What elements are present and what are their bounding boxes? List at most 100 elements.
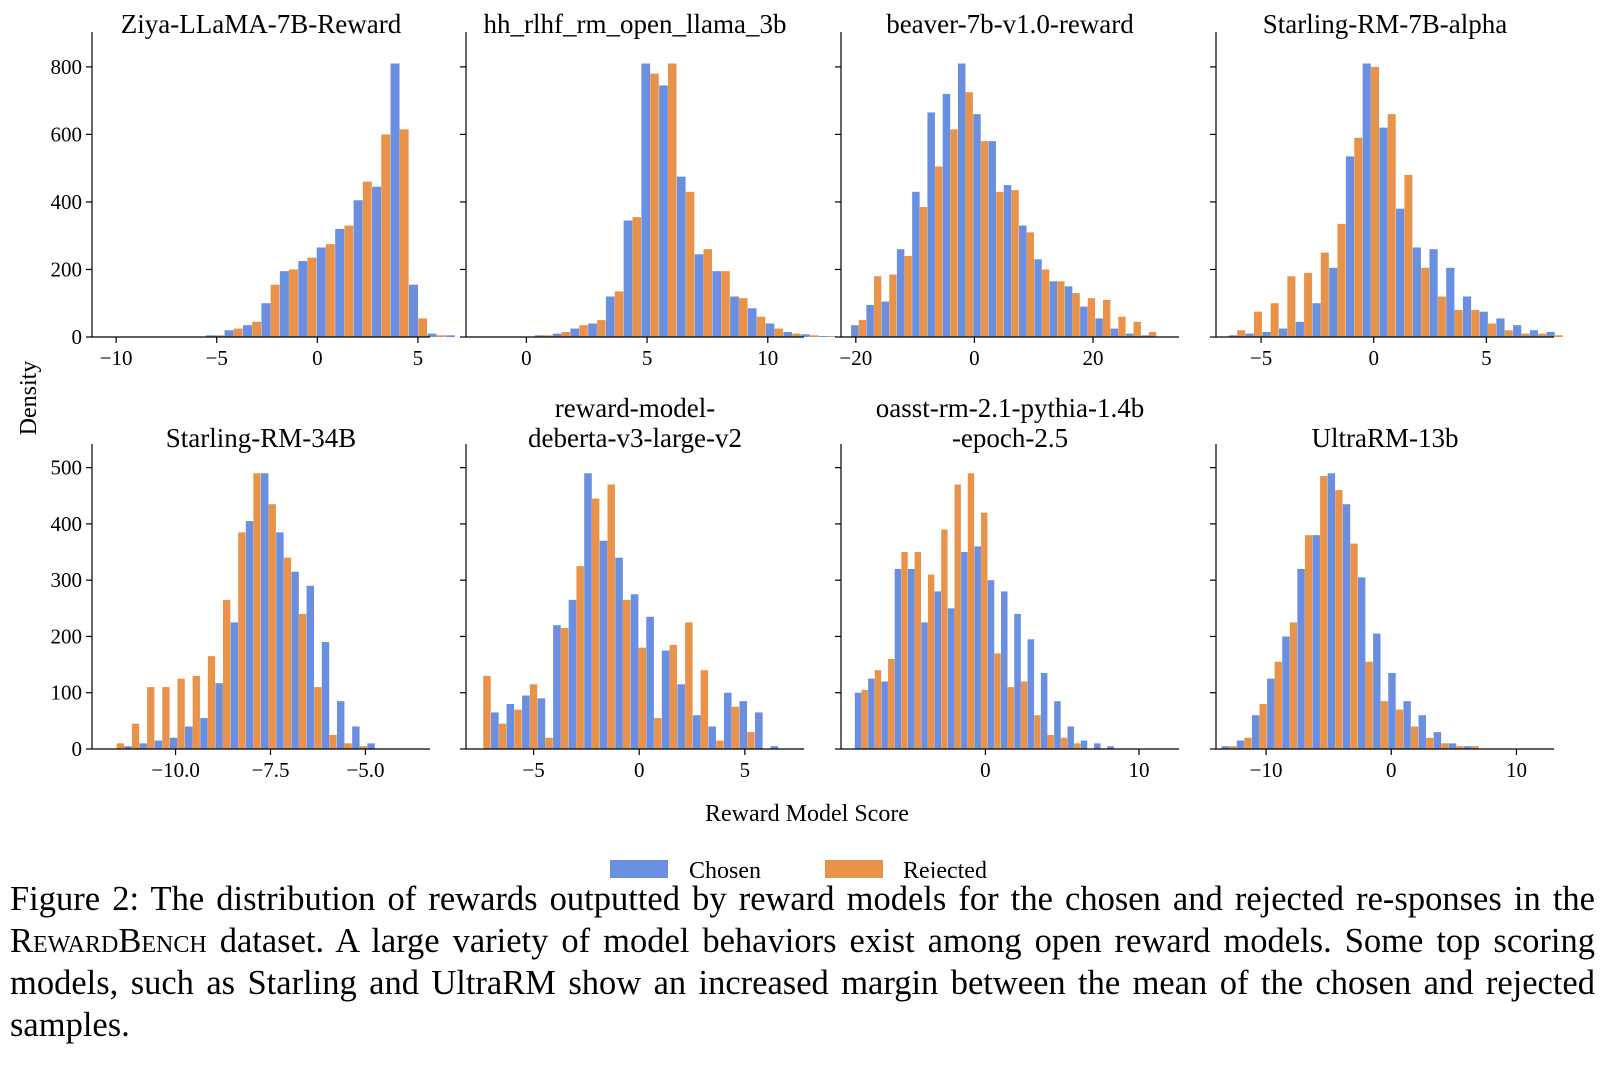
bar-rejected bbox=[1148, 331, 1157, 337]
bar-rejected bbox=[1133, 321, 1141, 337]
y-tick-label: 500 bbox=[51, 456, 83, 480]
bar-rejected bbox=[1335, 490, 1343, 749]
bar-chosen bbox=[1014, 613, 1021, 749]
x-tick-label: 5 bbox=[413, 346, 424, 370]
bar-rejected bbox=[1229, 746, 1237, 749]
bar-rejected bbox=[1395, 709, 1404, 749]
bar-rejected bbox=[858, 320, 867, 337]
bar-rejected bbox=[1287, 276, 1296, 337]
bar-chosen bbox=[1003, 185, 1012, 337]
bar-chosen bbox=[1546, 331, 1555, 337]
panel-title: oasst-rm-2.1-pythia-1.4b bbox=[876, 393, 1144, 423]
bar-chosen bbox=[615, 557, 623, 749]
x-tick-label: 20 bbox=[1083, 346, 1104, 370]
bar-chosen bbox=[676, 176, 686, 337]
x-tick-label: −20 bbox=[839, 346, 872, 370]
bar-rejected bbox=[561, 331, 571, 337]
bar-chosen bbox=[206, 335, 216, 337]
bar-rejected bbox=[223, 599, 231, 749]
y-tick-label: 300 bbox=[51, 568, 83, 592]
bar-rejected bbox=[1365, 661, 1373, 749]
x-tick-label: −5 bbox=[522, 758, 544, 782]
bar-rejected bbox=[731, 706, 740, 749]
bar-chosen bbox=[1094, 743, 1101, 749]
bar-rejected bbox=[1270, 303, 1279, 337]
bar-chosen bbox=[927, 112, 935, 337]
x-tick-label: 0 bbox=[980, 758, 991, 782]
bar-rejected bbox=[1337, 223, 1346, 337]
bar-rejected bbox=[996, 191, 1004, 337]
bar-rejected bbox=[1380, 701, 1388, 749]
bar-rejected bbox=[270, 284, 280, 337]
bar-rejected bbox=[927, 574, 935, 749]
bar-chosen bbox=[1446, 267, 1455, 337]
legend: Chosen Rejected bbox=[610, 858, 987, 878]
bar-rejected bbox=[529, 684, 538, 749]
bar-chosen bbox=[1362, 63, 1371, 337]
bar-chosen bbox=[1357, 577, 1366, 749]
bar-chosen bbox=[783, 331, 793, 337]
bar-rejected bbox=[344, 225, 354, 337]
bar-rejected bbox=[1320, 252, 1329, 337]
bar-chosen bbox=[894, 568, 902, 749]
bar-chosen bbox=[912, 191, 920, 337]
bar-rejected bbox=[1404, 174, 1413, 337]
x-tick-label: 0 bbox=[312, 346, 323, 370]
bar-rejected bbox=[756, 316, 766, 337]
bar-chosen bbox=[1373, 633, 1381, 749]
bar-rejected bbox=[1504, 330, 1513, 337]
bar-rejected bbox=[1007, 687, 1015, 749]
bar-rejected bbox=[1441, 743, 1449, 749]
bar-chosen bbox=[1329, 267, 1338, 337]
bar-rejected bbox=[632, 217, 642, 337]
bar-chosen bbox=[1396, 208, 1405, 337]
bar-chosen bbox=[427, 333, 437, 337]
bar-rejected bbox=[131, 723, 140, 749]
bar-rejected bbox=[1350, 543, 1358, 749]
bar-rejected bbox=[543, 335, 553, 337]
bar-rejected bbox=[1387, 114, 1396, 337]
bar-rejected bbox=[1253, 311, 1262, 337]
bar-chosen bbox=[1221, 746, 1230, 749]
bar-rejected bbox=[703, 249, 713, 337]
caption-dataset-name: RewardBench bbox=[10, 922, 207, 960]
bar-rejected bbox=[483, 675, 491, 749]
bar-chosen bbox=[445, 335, 455, 337]
bar-rejected bbox=[597, 320, 606, 337]
bar-chosen bbox=[506, 703, 515, 749]
bar-rejected bbox=[289, 269, 298, 337]
figure-caption: Figure 2: The distribution of rewards ou… bbox=[10, 878, 1595, 1046]
bar-rejected bbox=[980, 141, 989, 337]
x-tick-label: −7.5 bbox=[251, 758, 289, 782]
x-tick-label: 10 bbox=[1506, 758, 1527, 782]
bar-rejected bbox=[1354, 137, 1363, 337]
panel-5: 0 100 200 300 400 500 −10.0 −7.5 −5.0 Starling-RM… bbox=[51, 423, 430, 782]
bar-chosen bbox=[537, 698, 546, 749]
legend-swatch-rejected bbox=[825, 860, 883, 878]
bar-rejected bbox=[1421, 267, 1430, 337]
bar-chosen bbox=[754, 712, 763, 749]
x-tick-label: −5 bbox=[206, 346, 228, 370]
bar-rejected bbox=[861, 689, 868, 749]
bar-chosen bbox=[921, 622, 928, 749]
bar-chosen bbox=[988, 141, 996, 337]
bar-chosen bbox=[987, 580, 995, 749]
bar-chosen bbox=[942, 93, 951, 337]
bar-rejected bbox=[591, 498, 600, 749]
bar-rejected bbox=[1118, 316, 1126, 337]
x-tick-label: 0 bbox=[1386, 758, 1397, 782]
x-tick-label: 0 bbox=[1368, 346, 1379, 370]
bar-rejected bbox=[965, 92, 973, 338]
bar-rejected bbox=[1087, 298, 1096, 337]
bar-rejected bbox=[162, 687, 170, 749]
bar-chosen bbox=[730, 296, 739, 337]
y-tick-label: 200 bbox=[51, 257, 83, 281]
bar-chosen bbox=[868, 678, 875, 749]
bar-rejected bbox=[325, 244, 335, 337]
x-tick-label: 10 bbox=[757, 346, 778, 370]
bar-chosen bbox=[623, 220, 633, 337]
bar-rejected bbox=[919, 207, 928, 337]
bar-rejected bbox=[314, 687, 322, 749]
bar-rejected bbox=[252, 321, 262, 337]
bar-chosen bbox=[245, 521, 254, 749]
